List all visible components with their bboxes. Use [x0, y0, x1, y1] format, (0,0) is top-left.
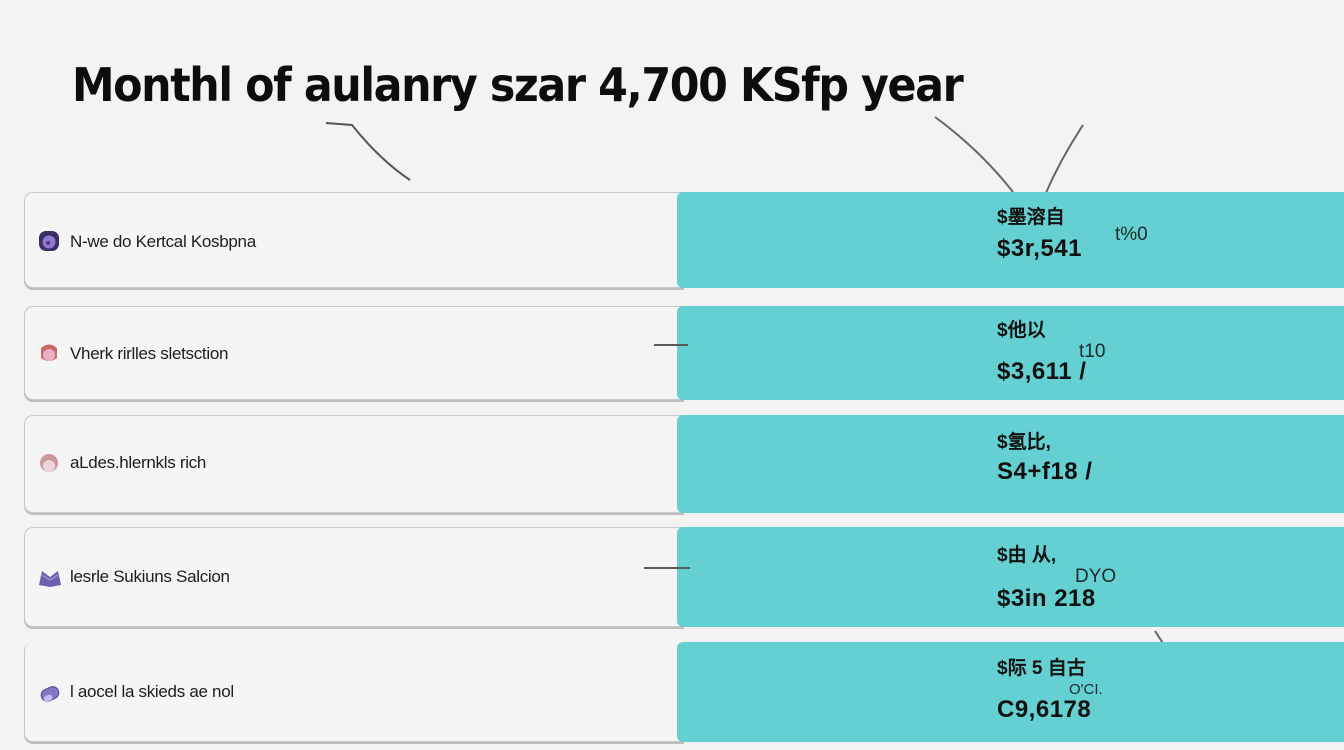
connector-dash: [644, 567, 690, 569]
amount-bottom: $3,611 /: [997, 358, 1087, 385]
row-label: N-we do Kertcal Kosbpna: [70, 232, 256, 251]
value-panel: [677, 306, 1344, 400]
avatar-peach-icon: [38, 453, 60, 475]
avatar-pink-icon: [38, 342, 60, 364]
page-title: Monthl of aulanry szar 4,700 KSfp year: [72, 58, 964, 112]
row-card: [24, 192, 684, 288]
amount-top: $墨溶自: [997, 207, 1065, 228]
salary-row-2: Vherk rirlles sletsction: [24, 306, 1344, 400]
amount-top: $际 5 自古: [997, 658, 1086, 679]
salary-row-3: aLdes.hlernkls rich: [24, 415, 1344, 513]
eraser-icon: [38, 682, 60, 704]
row-5-values: $际 5 自古 O'CI. C9,6178: [997, 658, 1103, 724]
amount-top: $氢比,: [997, 432, 1051, 453]
book-icon: [38, 567, 61, 589]
row-4-values: $由 从, DYO $3in 218: [997, 545, 1116, 613]
avatar-purple-icon: [38, 230, 60, 252]
row-3-values: $氢比, S4+f18 /: [997, 432, 1092, 486]
row-card: [24, 527, 684, 627]
value-panel: [677, 415, 1344, 513]
percent-change: O'CI.: [1069, 681, 1103, 698]
percent-change: t10: [1079, 341, 1106, 362]
percent-change: DYO: [1075, 566, 1117, 587]
value-panel: [677, 527, 1344, 627]
amount-top: $他以: [997, 320, 1046, 341]
percent-change: t%0: [1115, 224, 1148, 245]
amount-top: $由 从,: [997, 545, 1057, 566]
value-panel: [677, 642, 1344, 742]
row-card: [24, 306, 684, 400]
row-card: [24, 642, 684, 742]
row-label: Vherk rirlles sletsction: [70, 344, 229, 363]
value-panel: [677, 192, 1344, 288]
row-label: aLdes.hlernkls rich: [70, 453, 207, 472]
amount-bottom: C9,6178: [997, 696, 1092, 723]
row-1-values: $墨溶自 t%0 $3r,541: [997, 207, 1148, 263]
salary-row-4: lesrle Sukiuns Salcion: [24, 527, 1344, 627]
connector-dash: [654, 344, 688, 346]
row-card: [24, 415, 684, 513]
row-label: lesrle Sukiuns Salcion: [70, 567, 230, 586]
amount-bottom: S4+f18 /: [997, 458, 1093, 485]
row-2-values: $他以 t10 $3,611 /: [997, 320, 1105, 386]
salary-row-5: l aocel la skieds ae nol: [24, 642, 1344, 742]
amount-bottom: $3in 218: [997, 585, 1096, 612]
salary-row-1: N-we do Kertcal Kosbpna: [24, 192, 1344, 288]
row-label: l aocel la skieds ae nol: [70, 682, 234, 701]
amount-bottom: $3r,541: [997, 235, 1082, 262]
